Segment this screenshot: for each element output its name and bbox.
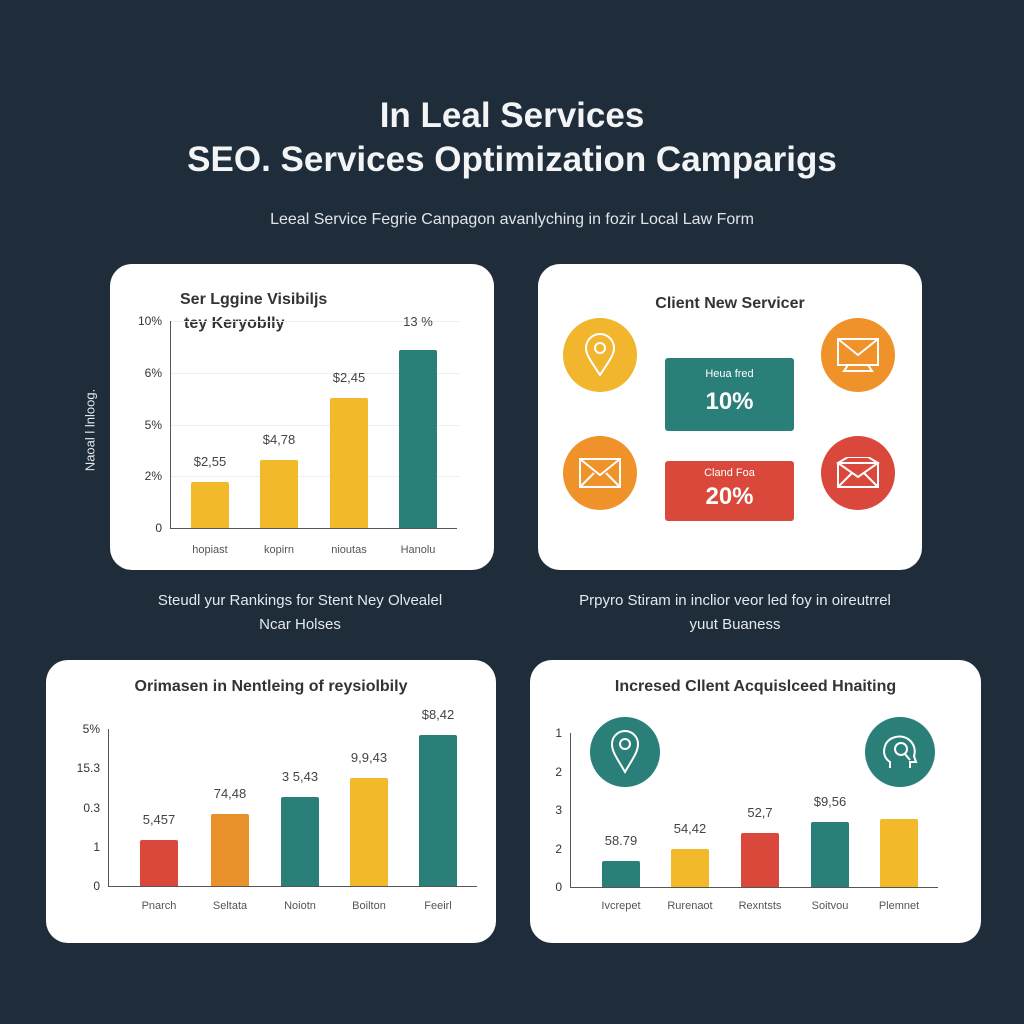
y-tick-label: 10% [137, 314, 162, 328]
chart-panel-ranking: Orimasen in Nentleing of reysiolbily 0 1 0… [46, 660, 496, 943]
bar [191, 482, 229, 528]
data-label: $4,78 [262, 431, 296, 447]
data-label: 3 5,43 [281, 768, 319, 784]
data-label: 52,7 [747, 805, 773, 821]
y-tick-label: 0.3 [83, 800, 100, 815]
bar [741, 833, 779, 887]
caption-right-line2: yuut Buaness [689, 616, 781, 633]
data-label: 58.79 [604, 832, 638, 848]
y-tick-label: 1 [93, 839, 100, 854]
chart-panel-visibility: Ser Lggine Visibiljs tey Keryoblly 0 2% 5%… [110, 264, 494, 570]
chart-title-line2: tey Keryoblly [184, 315, 285, 332]
x-tick-label: Ivcrepet [601, 900, 641, 912]
stat-value: 10% [705, 388, 754, 415]
y-tick-label: 5% [144, 417, 162, 432]
services-title: Client New Servicer [655, 295, 805, 312]
chart-title: Incresed Cllent Acquislceed Hnaiting [614, 678, 897, 695]
x-tick-label: Soitvou [811, 900, 849, 912]
y-tick-label: 0 [155, 521, 162, 535]
y-axis [170, 321, 171, 528]
location-pin-icon [563, 318, 637, 392]
bar [811, 822, 849, 887]
x-axis [170, 528, 457, 529]
bar [260, 459, 298, 528]
stat-box-teal: Heua fred 10% [665, 358, 794, 431]
y-axis [570, 733, 571, 887]
x-tick-label: hopiast [192, 544, 228, 556]
chart-title: Orimasen in Nentleing of reysiolbily [134, 678, 408, 695]
caption-right: Prpyro Stiram in inclior veor led foy in… [520, 589, 950, 637]
y-tick-label: 6% [144, 365, 162, 380]
x-tick-label: nioutas [331, 544, 367, 556]
gridline [170, 424, 460, 426]
x-tick-label: Noiotn [284, 900, 316, 912]
gridline [170, 476, 460, 478]
bar [281, 796, 319, 886]
x-tick-label: Rexntsts [738, 900, 782, 912]
gridline [170, 321, 460, 322]
x-tick-label: Pnarch [141, 900, 177, 912]
stat-label: Cland Foa [704, 467, 755, 479]
data-label: 54,42 [673, 820, 707, 836]
bar [671, 848, 709, 887]
bar [419, 735, 457, 886]
bar [211, 813, 249, 886]
envelope-icon [821, 436, 895, 510]
stat-box-red: Cland Foa 20% [665, 461, 794, 521]
x-tick-label: Rurenaot [667, 900, 713, 912]
page-title-line2: SEO. Services Optimization Camparigs [187, 140, 837, 179]
envelope-icon [821, 318, 895, 392]
y-tick-label: 0 [555, 880, 562, 894]
y-tick-label: 2% [144, 469, 162, 484]
side-label: Naoal l lnloog. [82, 388, 98, 472]
y-tick-label: 0 [93, 879, 100, 893]
page-subtitle: Leeal Service Fegrie Canpagon avanlychin… [270, 211, 754, 228]
bar [330, 397, 368, 528]
envelope-icon [563, 436, 637, 510]
y-tick-label: 2 [555, 841, 562, 856]
y-tick-label: 5% [82, 722, 100, 736]
data-label: 9,9,43 [350, 749, 388, 765]
x-tick-label: kopirn [264, 544, 294, 556]
y-tick-label: 15.3 [76, 761, 100, 776]
y-tick-label: 3 [555, 803, 562, 817]
data-label: $9,56 [813, 794, 847, 810]
caption-right-line1: Prpyro Stiram in inclior veor led foy in… [579, 592, 891, 609]
data-label: $2,55 [193, 454, 227, 470]
x-tick-label: Plemnet [878, 900, 920, 912]
x-tick-label: Seltata [212, 900, 248, 912]
y-tick-label: 2 [555, 764, 562, 779]
caption-left: Steudl yur Rankings for Stent Ney Olveal… [100, 589, 500, 637]
data-label: $2,45 [332, 369, 366, 385]
x-axis [108, 886, 477, 887]
y-axis [108, 729, 109, 886]
gridline [170, 372, 460, 374]
x-tick-label: Hanolu [400, 544, 436, 556]
x-axis [570, 887, 938, 888]
stat-label: Heua fred [705, 368, 754, 380]
stat-value: 20% [705, 483, 754, 510]
location-pin-icon [590, 717, 660, 787]
page-title-line1: In Leal Services [379, 96, 645, 135]
head-search-icon [865, 717, 935, 787]
data-label: $8,42 [421, 707, 455, 723]
bar [399, 349, 437, 528]
caption-left-line2: Ncar Holses [259, 616, 341, 633]
data-label: 74,48 [213, 785, 247, 801]
caption-left-line1: Steudl yur Rankings for Stent Ney Olveal… [157, 592, 443, 609]
data-label: 13 % [403, 313, 433, 329]
x-tick-label: Feeirl [424, 900, 452, 912]
bar [602, 860, 640, 887]
bar [350, 777, 388, 886]
y-tick-label: 1 [555, 726, 562, 740]
client-services-panel: Client New Servicer Heua fred 10% Cland … [538, 264, 922, 570]
chart-panel-acquisition: Incresed Cllent Acquislceed Hnaiting 0 2 3… [530, 660, 981, 943]
bar [880, 819, 918, 887]
data-label: 5,457 [142, 812, 176, 828]
chart-title-line1: Ser Lggine Visibiljs [180, 291, 328, 308]
bar [140, 840, 178, 886]
x-tick-label: Boilton [352, 900, 386, 912]
